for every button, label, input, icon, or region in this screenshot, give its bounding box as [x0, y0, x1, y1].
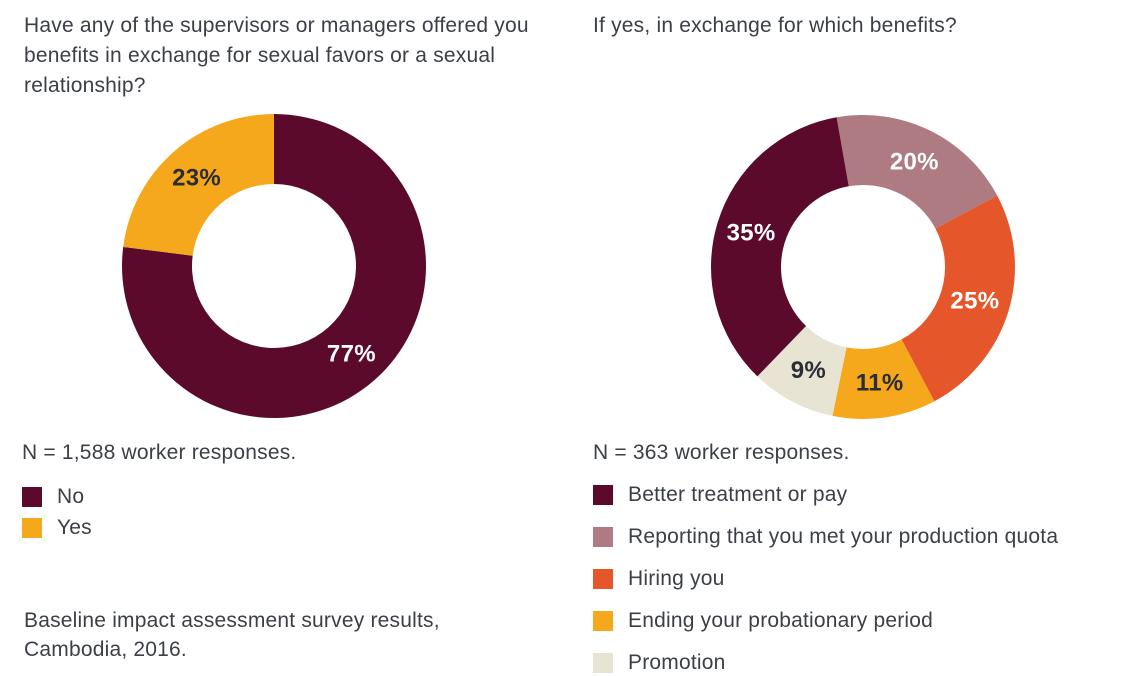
donut-chart-benefit-types: 20% 25% 11% 9% 35% [710, 115, 1016, 420]
legend-item-reporting-that-you-met-your-production-quota: Reporting that you met your production q… [593, 525, 1058, 549]
legend-label: Better treatment or pay [628, 483, 848, 506]
legend-item-ending-your-probationary-period: Ending your probationary period [593, 609, 1058, 633]
legend-label: Yes [57, 516, 92, 539]
donut-slice-ending-your-probationary-period [832, 339, 935, 420]
legend-swatch [593, 485, 613, 505]
legend-item-yes: Yes [22, 516, 92, 540]
slice-value-label-promotion: 9% [791, 357, 826, 384]
donut-slice-better-treatment-or-pay [710, 117, 849, 377]
legend-label: Ending your probationary period [628, 609, 934, 632]
donut-slice-reporting-that-you-met-your-production-quota [836, 115, 998, 229]
legend-swatch [593, 569, 613, 589]
donut-slice-hiring-you [901, 195, 1016, 402]
slice-value-label-hiring-you: 25% [950, 288, 999, 315]
legend-item-promotion: Promotion [593, 651, 1058, 675]
source-note: Baseline impact assessment survey result… [24, 609, 440, 661]
left-sample-size-note: N = 1,588 worker responses. [22, 441, 297, 464]
slice-value-label-reporting-that-you-met-your-production-quota: 20% [890, 148, 939, 175]
donut-slice-promotion [757, 325, 847, 416]
legend-item-better-treatment-or-pay: Better treatment or pay [593, 483, 1058, 507]
legend-item-no: No [22, 485, 92, 509]
right-chart-title: If yes, in exchange for which benefits? [593, 14, 957, 37]
left-chart-title: Have any of the supervisors or managers … [24, 14, 529, 97]
legend-label: Reporting that you met your production q… [628, 525, 1059, 548]
donut-slice-yes [123, 114, 274, 256]
slice-value-label-better-treatment-or-pay: 35% [727, 219, 776, 246]
slice-value-label-ending-your-probationary-period: 11% [856, 369, 904, 396]
legend-swatch [593, 653, 613, 673]
legend-swatch [593, 611, 613, 631]
donut-chart-benefits-offered: 77% 23% [122, 114, 427, 418]
legend-swatch [593, 527, 613, 547]
legend-label: No [57, 485, 85, 508]
legend-item-hiring-you: Hiring you [593, 567, 1058, 591]
legend-label: Hiring you [628, 567, 725, 590]
legend-label: Promotion [628, 651, 726, 674]
slice-value-label-yes: 23% [172, 165, 221, 192]
right-chart-legend: Better treatment or pay Reporting that yo… [593, 483, 1058, 676]
slice-value-label-no: 77% [327, 340, 376, 367]
donut-slice-no [122, 114, 427, 418]
right-sample-size-note: N = 363 worker responses. [593, 441, 850, 464]
legend-swatch [22, 487, 42, 507]
legend-swatch [22, 518, 42, 538]
left-chart-legend: No Yes [22, 485, 92, 547]
